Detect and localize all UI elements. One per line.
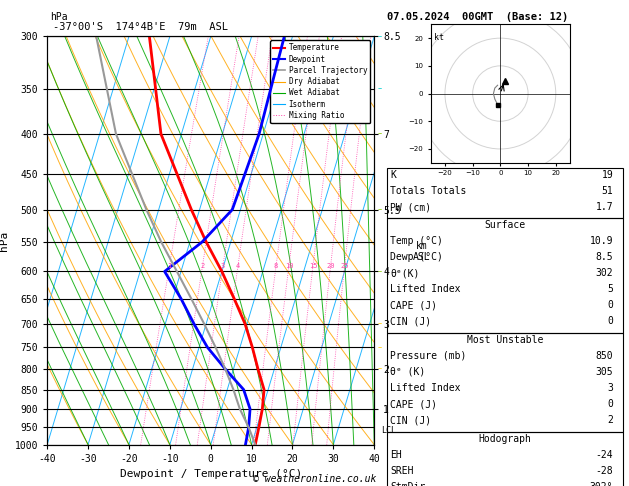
- Text: –: –: [377, 319, 382, 328]
- Text: 51: 51: [601, 186, 613, 196]
- Text: 3: 3: [221, 263, 225, 269]
- Text: 302°: 302°: [590, 482, 613, 486]
- Text: 8: 8: [274, 263, 278, 269]
- Text: K: K: [390, 170, 396, 180]
- Text: CIN (J): CIN (J): [390, 316, 431, 327]
- Text: –: –: [377, 343, 382, 352]
- Text: θᵉ(K): θᵉ(K): [390, 268, 420, 278]
- Text: 850: 850: [596, 351, 613, 361]
- Text: Surface: Surface: [484, 220, 525, 230]
- Text: 0: 0: [608, 316, 613, 327]
- Text: Most Unstable: Most Unstable: [467, 335, 543, 345]
- Text: Totals Totals: Totals Totals: [390, 186, 466, 196]
- Text: © weatheronline.co.uk: © weatheronline.co.uk: [253, 473, 376, 484]
- Text: StmDir: StmDir: [390, 482, 425, 486]
- Text: 10.9: 10.9: [590, 236, 613, 246]
- Text: 2: 2: [201, 263, 204, 269]
- Text: 4: 4: [236, 263, 240, 269]
- Text: 10: 10: [285, 263, 293, 269]
- Text: 5: 5: [608, 284, 613, 295]
- Text: 20: 20: [326, 263, 335, 269]
- Text: 25: 25: [340, 263, 349, 269]
- Text: 305: 305: [596, 367, 613, 377]
- Text: 8.5: 8.5: [596, 252, 613, 262]
- Text: -37°00'S  174°4B'E  79m  ASL: -37°00'S 174°4B'E 79m ASL: [53, 21, 228, 32]
- Text: Dewp (°C): Dewp (°C): [390, 252, 443, 262]
- Text: –: –: [377, 364, 382, 374]
- X-axis label: Dewpoint / Temperature (°C): Dewpoint / Temperature (°C): [120, 469, 302, 479]
- Y-axis label: hPa: hPa: [0, 230, 9, 251]
- Text: –: –: [377, 267, 382, 276]
- Text: –: –: [377, 205, 382, 214]
- Text: EH: EH: [390, 450, 402, 460]
- Text: -24: -24: [596, 450, 613, 460]
- Text: Temp (°C): Temp (°C): [390, 236, 443, 246]
- Legend: Temperature, Dewpoint, Parcel Trajectory, Dry Adiabat, Wet Adiabat, Isotherm, Mi: Temperature, Dewpoint, Parcel Trajectory…: [270, 40, 370, 123]
- Text: θᵉ (K): θᵉ (K): [390, 367, 425, 377]
- Text: 3: 3: [608, 383, 613, 393]
- Text: 15: 15: [309, 263, 317, 269]
- Text: 1.7: 1.7: [596, 202, 613, 212]
- Text: 2: 2: [608, 415, 613, 425]
- Text: 1: 1: [167, 263, 172, 269]
- Text: Hodograph: Hodograph: [478, 434, 532, 444]
- Text: kt: kt: [434, 33, 444, 42]
- Text: CAPE (J): CAPE (J): [390, 399, 437, 409]
- Text: SREH: SREH: [390, 466, 413, 476]
- Text: -28: -28: [596, 466, 613, 476]
- Text: 302: 302: [596, 268, 613, 278]
- Text: –: –: [377, 32, 382, 41]
- Text: –: –: [377, 129, 382, 139]
- Text: –: –: [377, 84, 382, 93]
- Text: Pressure (mb): Pressure (mb): [390, 351, 466, 361]
- Text: PW (cm): PW (cm): [390, 202, 431, 212]
- Text: Lifted Index: Lifted Index: [390, 284, 460, 295]
- Text: Lifted Index: Lifted Index: [390, 383, 460, 393]
- Text: 19: 19: [601, 170, 613, 180]
- Text: 0: 0: [608, 399, 613, 409]
- Text: hPa: hPa: [50, 12, 68, 22]
- Text: CAPE (J): CAPE (J): [390, 300, 437, 311]
- Y-axis label: km
ASL: km ASL: [413, 241, 431, 262]
- Text: CIN (J): CIN (J): [390, 415, 431, 425]
- Text: LCL: LCL: [381, 426, 396, 435]
- Text: 0: 0: [608, 300, 613, 311]
- Text: 07.05.2024  00GMT  (Base: 12): 07.05.2024 00GMT (Base: 12): [387, 12, 568, 22]
